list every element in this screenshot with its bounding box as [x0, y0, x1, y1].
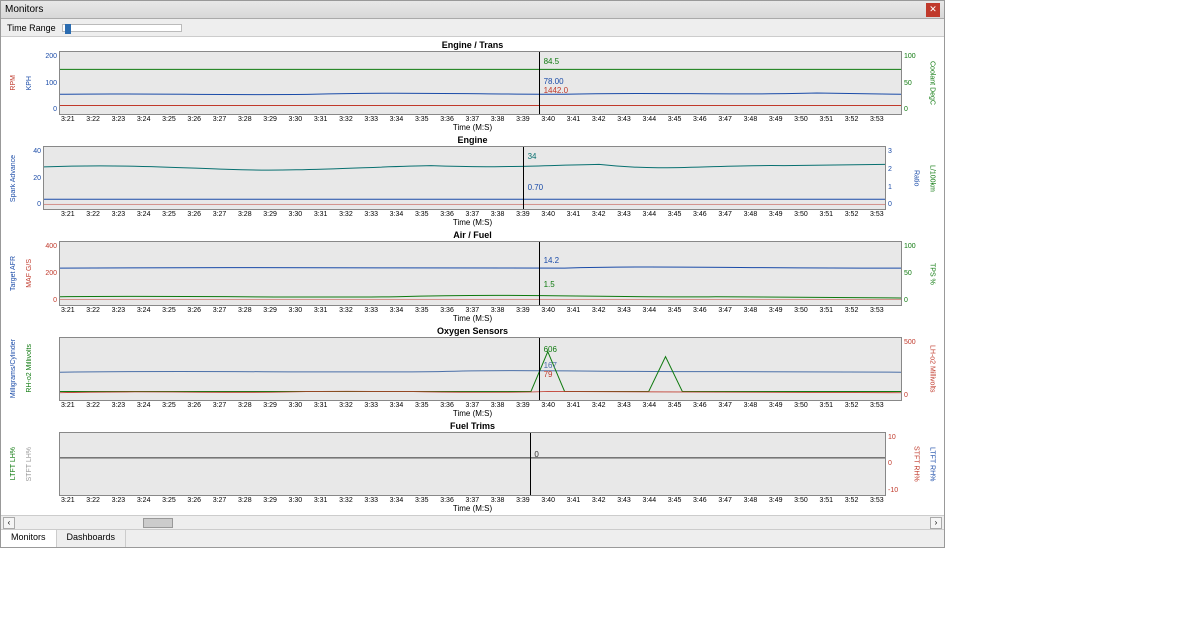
cursor-value: 606 [544, 345, 557, 354]
x-axis-label: Time (M:S) [5, 504, 940, 513]
x-axis-label: Time (M:S) [5, 314, 940, 323]
monitors-window: Monitors ✕ Time Range Engine / TransRPMK… [0, 0, 945, 548]
cursor-value: 167 [544, 361, 557, 370]
plot-row: RPMKPH2001000 84.5 78.001442.0 100500Coolan… [5, 51, 940, 115]
plot-row: Spark Advance40200340.703210RatioL/100km [5, 146, 940, 210]
plot-row: LTFT LH%STFT LH% 0 100-10STFT RH%LTFT RH% [5, 432, 940, 496]
window-title: Monitors [5, 4, 926, 15]
plot-area[interactable]: 167 606 79 [59, 337, 902, 401]
chart-title: Engine / Trans [5, 39, 940, 51]
y-axis-label-right: STFT RH% [908, 432, 924, 496]
x-axis: 3:213:223:233:243:253:263:273:283:293:30… [5, 497, 940, 504]
y-axis-label-right: LTFT RH% [924, 432, 940, 496]
time-range-slider[interactable] [62, 24, 182, 32]
time-cursor[interactable] [530, 433, 531, 495]
y-axis-label: Spark Advance [5, 146, 21, 210]
plot-area[interactable]: 340.70 [43, 146, 886, 210]
y-axis-label-right: L/100km [924, 146, 940, 210]
horizontal-scrollbar[interactable]: ‹ › [1, 515, 944, 529]
y-ticks-right: 100500 [902, 241, 924, 305]
time-range-bar: Time Range [1, 19, 944, 37]
scroll-right-icon[interactable]: › [930, 517, 942, 529]
cursor-value: 78.00 [544, 77, 564, 86]
chart-title: Air / Fuel [5, 229, 940, 241]
chart-panel: Engine / TransRPMKPH2001000 84.5 78.001442… [5, 39, 940, 132]
charts-area: Engine / TransRPMKPH2001000 84.5 78.001442… [1, 37, 944, 515]
chart-title: Oxygen Sensors [5, 325, 940, 337]
cursor-value: 1.5 [544, 280, 555, 289]
y-ticks-left: 2001000 [37, 51, 59, 115]
chart-panel: EngineSpark Advance40200340.703210RatioL… [5, 134, 940, 227]
y-axis-label: KPH [21, 51, 37, 115]
y-axis-label-right: TPS % [924, 241, 940, 305]
x-axis-label: Time (M:S) [5, 123, 940, 132]
tab-dashboards[interactable]: Dashboards [57, 530, 127, 547]
plot-area[interactable]: 84.5 78.001442.0 [59, 51, 902, 115]
cursor-value: 84.5 [544, 57, 560, 66]
y-ticks-right: 3210 [886, 146, 908, 210]
chart-title: Engine [5, 134, 940, 146]
scroll-thumb[interactable] [143, 518, 173, 528]
y-axis-label: LTFT LH% [5, 432, 21, 496]
tab-monitors[interactable]: Monitors [1, 530, 57, 547]
y-axis-label: RPM [5, 51, 21, 115]
y-axis-label-right: Coolant DegC [924, 51, 940, 115]
cursor-value: 34 [528, 152, 537, 161]
y-axis-label-right: LH-o2 Millivolts [924, 337, 940, 401]
y-axis-label: Milligrams/Cylinder [5, 337, 21, 401]
time-cursor[interactable] [539, 242, 540, 304]
plot-area[interactable]: 0 [59, 432, 886, 496]
x-axis: 3:213:223:233:243:253:263:273:283:293:30… [5, 211, 940, 218]
plot-row: Milligrams/CylinderRH-o2 Millivolts 167 60… [5, 337, 940, 401]
x-axis: 3:213:223:233:243:253:263:273:283:293:30… [5, 402, 940, 409]
y-ticks-left [37, 337, 59, 401]
cursor-value: 79 [544, 370, 553, 379]
plot-row: Target AFRMAF G/S4002000 14.2 1.5 100500TPS… [5, 241, 940, 305]
cursor-value: 1442.0 [544, 86, 568, 95]
y-ticks-left: 4002000 [37, 241, 59, 305]
y-axis-label: STFT LH% [21, 432, 37, 496]
time-cursor[interactable] [539, 52, 540, 114]
x-axis: 3:213:223:233:243:253:263:273:283:293:30… [5, 307, 940, 314]
chart-panel: Oxygen SensorsMilligrams/CylinderRH-o2 M… [5, 325, 940, 418]
time-range-label: Time Range [7, 23, 56, 33]
cursor-value: 0 [534, 450, 538, 459]
y-ticks-left: 40200 [21, 146, 43, 210]
close-icon[interactable]: ✕ [926, 3, 940, 17]
x-axis-label: Time (M:S) [5, 409, 940, 418]
chart-panel: Fuel TrimsLTFT LH%STFT LH% 0 100-10STFT RH… [5, 420, 940, 513]
chart-panel: Air / FuelTarget AFRMAF G/S4002000 14.2 1.… [5, 229, 940, 322]
cursor-value: 0.70 [528, 183, 544, 192]
time-range-handle[interactable] [65, 24, 71, 34]
x-axis: 3:213:223:233:243:253:263:273:283:293:30… [5, 116, 940, 123]
y-axis-label-right: Ratio [908, 146, 924, 210]
titlebar[interactable]: Monitors ✕ [1, 1, 944, 19]
tab-bar: MonitorsDashboards [1, 529, 944, 547]
time-cursor[interactable] [539, 338, 540, 400]
y-ticks-right: 100-10 [886, 432, 908, 496]
y-ticks-right: 5000 [902, 337, 924, 401]
y-ticks-right: 100500 [902, 51, 924, 115]
y-ticks-left [37, 432, 59, 496]
scroll-left-icon[interactable]: ‹ [3, 517, 15, 529]
scroll-track[interactable] [15, 517, 930, 529]
plot-area[interactable]: 14.2 1.5 [59, 241, 902, 305]
cursor-value: 14.2 [544, 256, 560, 265]
time-cursor[interactable] [523, 147, 524, 209]
chart-title: Fuel Trims [5, 420, 940, 432]
x-axis-label: Time (M:S) [5, 218, 940, 227]
y-axis-label: RH-o2 Millivolts [21, 337, 37, 401]
y-axis-label: Target AFR [5, 241, 21, 305]
y-axis-label: MAF G/S [21, 241, 37, 305]
